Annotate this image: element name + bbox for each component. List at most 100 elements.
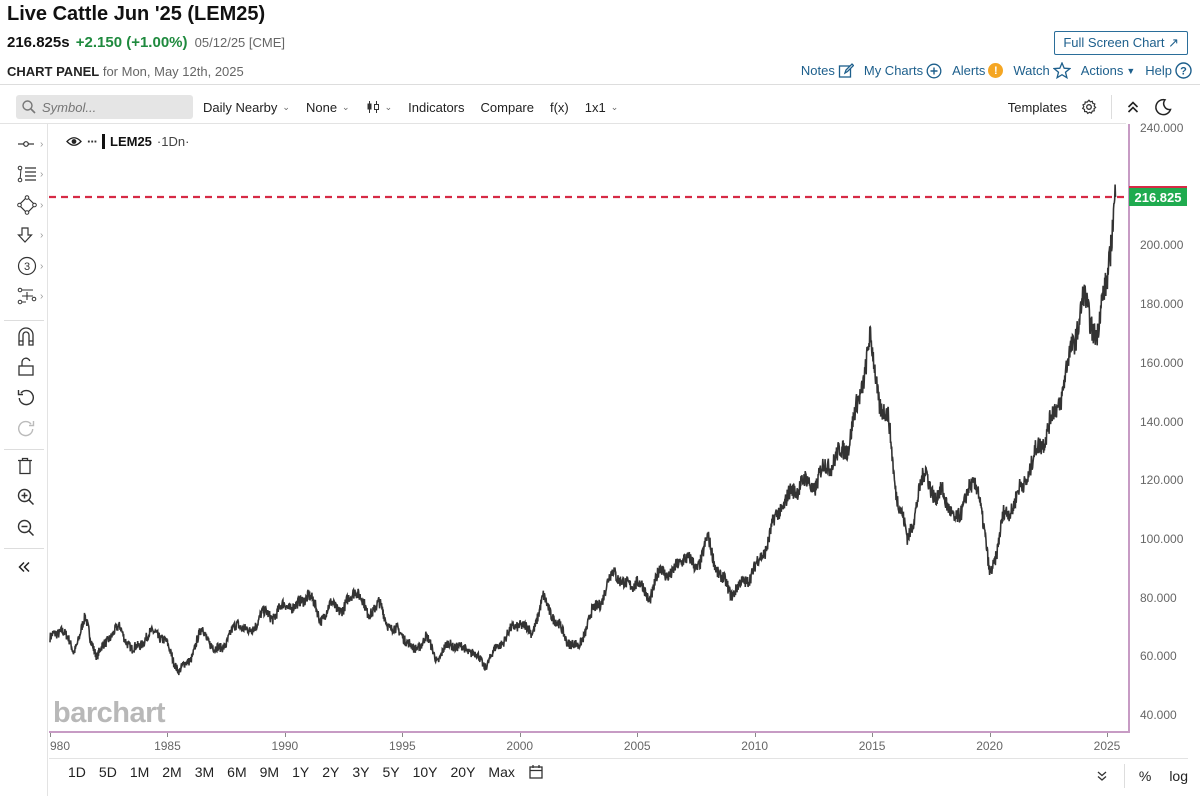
svg-text:3: 3 [24,261,30,273]
magnet-icon [18,327,34,346]
alerts-button[interactable]: Alerts ! [952,63,1004,78]
line-tool-button[interactable]: › [0,130,48,158]
y-tick-label: 80.000 [1140,590,1177,605]
chart-panel-title: CHART PANEL [7,64,100,79]
double-chevron-up-icon [1127,101,1139,113]
measure-tool-button[interactable]: › [0,282,48,310]
range-button-max[interactable]: Max [488,764,515,780]
price-chart[interactable] [49,124,1129,732]
actions-label: Actions [1080,63,1124,78]
layout-dropdown[interactable]: 1x1 ⌄ [585,100,619,115]
templates-button[interactable]: Templates [1007,99,1067,115]
arrow-tool-button[interactable]: › [0,221,48,249]
percent-scale-button[interactable]: % [1138,768,1152,784]
log-scale-button[interactable]: log [1169,768,1188,784]
x-tick-label: 1985 [154,739,181,753]
x-tick-label: 2015 [858,739,886,753]
magnet-button[interactable] [0,322,48,350]
header-divider [0,84,1200,85]
range-button-5y[interactable]: 5Y [382,764,400,780]
actions-menu[interactable]: Actions ▼ [1081,63,1136,78]
range-button-3m[interactable]: 3M [194,764,215,780]
compare-button[interactable]: Compare [480,99,534,115]
x-tick-label: 2005 [623,739,651,753]
chevron-down-icon: ⌄ [342,101,350,112]
zoom-in-button[interactable] [0,483,48,511]
lock-button[interactable] [0,353,48,381]
notes-button[interactable]: Notes [801,62,854,79]
x-tick-label: 1995 [388,739,416,753]
zoom-in-icon [17,488,35,506]
last-price-tag: 216.825 [1129,186,1187,206]
range-button-6m[interactable]: 6M [227,764,247,780]
price-line [49,184,1117,676]
calendar-icon[interactable] [528,764,544,780]
range-button-2y[interactable]: 2Y [322,764,340,780]
double-chevron-down-icon[interactable] [1096,770,1108,782]
toolbar-right: Templates [1008,91,1200,123]
barchart-watermark: barchart [53,697,166,729]
full-screen-chart-button[interactable]: Full Screen Chart ↗ [1054,31,1188,55]
x-tick-mark [989,733,991,737]
sidebar-divider [4,548,44,549]
polygon-icon [17,195,37,215]
chart-type-dropdown[interactable]: ⌄ [366,100,393,114]
moon-icon [1155,98,1172,116]
y-axis-line[interactable] [1128,124,1130,733]
help-icon: ? [1175,62,1192,79]
x-axis-line[interactable] [49,731,1130,733]
series-legend: ··· LEM25 ·1Dn· [66,134,189,149]
trash-icon [18,457,32,475]
candlestick-icon [367,101,379,113]
dark-mode-toggle[interactable] [1154,98,1172,116]
shape-tool-button[interactable]: › [0,191,48,219]
collapse-header-button[interactable] [1126,100,1140,114]
indicators-button[interactable]: Indicators [408,99,465,115]
watch-button[interactable]: Watch [1013,62,1071,79]
period-dropdown[interactable]: Daily Nearby ⌄ [203,100,290,115]
scale-options: % log [1096,764,1188,788]
study-dropdown[interactable]: None ⌄ [306,100,350,115]
x-tick-label: 980 [49,739,71,753]
plus-circle-icon [926,63,942,78]
gear-icon [1081,99,1097,115]
chevron-down-icon: ⌄ [384,101,393,112]
function-button[interactable]: f(x) [549,99,569,115]
range-button-1y[interactable]: 1Y [292,764,310,780]
range-button-9m[interactable]: 9M [259,764,280,780]
settings-button[interactable] [1081,99,1097,115]
range-button-2m[interactable]: 2M [162,764,182,780]
undo-button[interactable] [0,383,48,411]
more-options-icon[interactable]: ··· [87,134,98,149]
x-tick-mark [1107,733,1108,737]
x-tick-mark [754,733,756,737]
range-button-5d[interactable]: 5D [98,764,117,780]
undo-icon [17,389,34,406]
x-tick-mark [519,733,521,737]
range-button-3y[interactable]: 3Y [352,764,370,780]
zoom-out-button[interactable] [0,514,48,542]
legend-interval: ·1Dn· [156,134,190,149]
symbol-input[interactable] [42,99,182,115]
eye-icon[interactable] [66,136,82,147]
range-button-10y[interactable]: 10Y [412,764,438,780]
my-charts-button[interactable]: My Charts [864,63,942,79]
annotation-tool-button[interactable]: 3 › [0,252,48,280]
toolbar-divider [0,123,1126,124]
toolbar-separator [1111,95,1112,119]
y-tick-label: 120.000 [1140,473,1184,488]
range-button-20y[interactable]: 20Y [450,764,476,780]
chevron-right-icon: › [40,168,44,180]
y-tick-label: 100.000 [1140,531,1184,546]
fib-tool-button[interactable]: › [0,160,48,188]
redo-button[interactable] [0,414,48,442]
symbol-search[interactable] [16,95,193,119]
time-range-selector: 1D 5D 1M 2M 3M 6M 9M 1Y 2Y 3Y 5Y 10Y 20Y Max [68,764,544,780]
x-tick-mark [872,733,874,737]
range-button-1d[interactable]: 1D [68,764,86,780]
range-button-1m[interactable]: 1M [129,764,150,780]
delete-drawings-button[interactable] [0,452,48,480]
help-button[interactable]: Help ? [1145,62,1192,79]
collapse-sidebar-button[interactable] [0,553,48,581]
y-tick-label: 160.000 [1140,355,1184,370]
